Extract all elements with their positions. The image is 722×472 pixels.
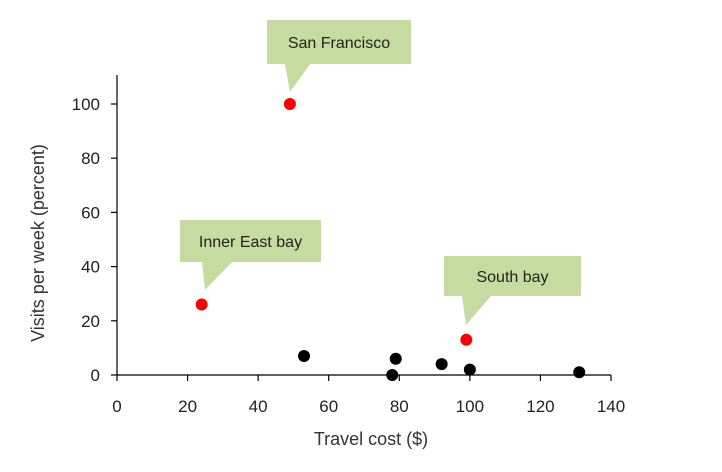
x-tick-label: 100 xyxy=(456,397,484,416)
y-tick-label: 40 xyxy=(81,258,100,277)
data-point xyxy=(389,352,402,365)
callout-box xyxy=(444,256,581,296)
y-axis-ticks: 0 20 40 60 80 100 xyxy=(72,95,117,385)
callout-box xyxy=(267,20,411,64)
callout-pointer xyxy=(462,296,491,325)
x-axis-ticks: 0 20 40 60 80 100 120 140 xyxy=(112,375,625,416)
callout-inner-east-bay: Inner East bay xyxy=(180,220,321,290)
callout-pointer xyxy=(285,64,310,92)
y-tick-label: 100 xyxy=(72,95,100,114)
y-axis-title: Visits per week (percent) xyxy=(28,144,48,342)
callout-box xyxy=(180,220,321,262)
y-tick-label: 80 xyxy=(81,149,100,168)
x-tick-label: 20 xyxy=(178,397,197,416)
data-point xyxy=(298,350,311,363)
x-tick-label: 120 xyxy=(526,397,554,416)
data-point xyxy=(463,363,476,376)
x-tick-label: 140 xyxy=(597,397,625,416)
callout-south-bay: South bay xyxy=(444,256,581,325)
highlighted-point xyxy=(195,298,208,311)
data-points xyxy=(195,98,586,381)
callouts: San Francisco Inner East bay South bay xyxy=(180,20,581,325)
axes xyxy=(116,75,611,376)
callout-san-francisco: San Francisco xyxy=(267,20,411,92)
y-tick-label: 20 xyxy=(81,312,100,331)
callout-label: Inner East bay xyxy=(199,234,302,251)
highlighted-point xyxy=(283,98,296,110)
y-tick-label: 60 xyxy=(81,203,100,222)
x-tick-label: 80 xyxy=(390,397,409,416)
data-point xyxy=(435,358,448,371)
data-point xyxy=(573,366,586,379)
callout-pointer xyxy=(202,262,232,290)
y-tick-label: 0 xyxy=(91,366,100,385)
x-axis-title: Travel cost ($) xyxy=(314,429,428,449)
callout-label: San Francisco xyxy=(288,35,390,52)
x-tick-label: 60 xyxy=(319,397,338,416)
data-point xyxy=(386,369,399,381)
x-tick-label: 40 xyxy=(249,397,268,416)
x-tick-label: 0 xyxy=(112,397,121,416)
callout-label: South bay xyxy=(476,269,548,286)
highlighted-point xyxy=(460,333,473,346)
